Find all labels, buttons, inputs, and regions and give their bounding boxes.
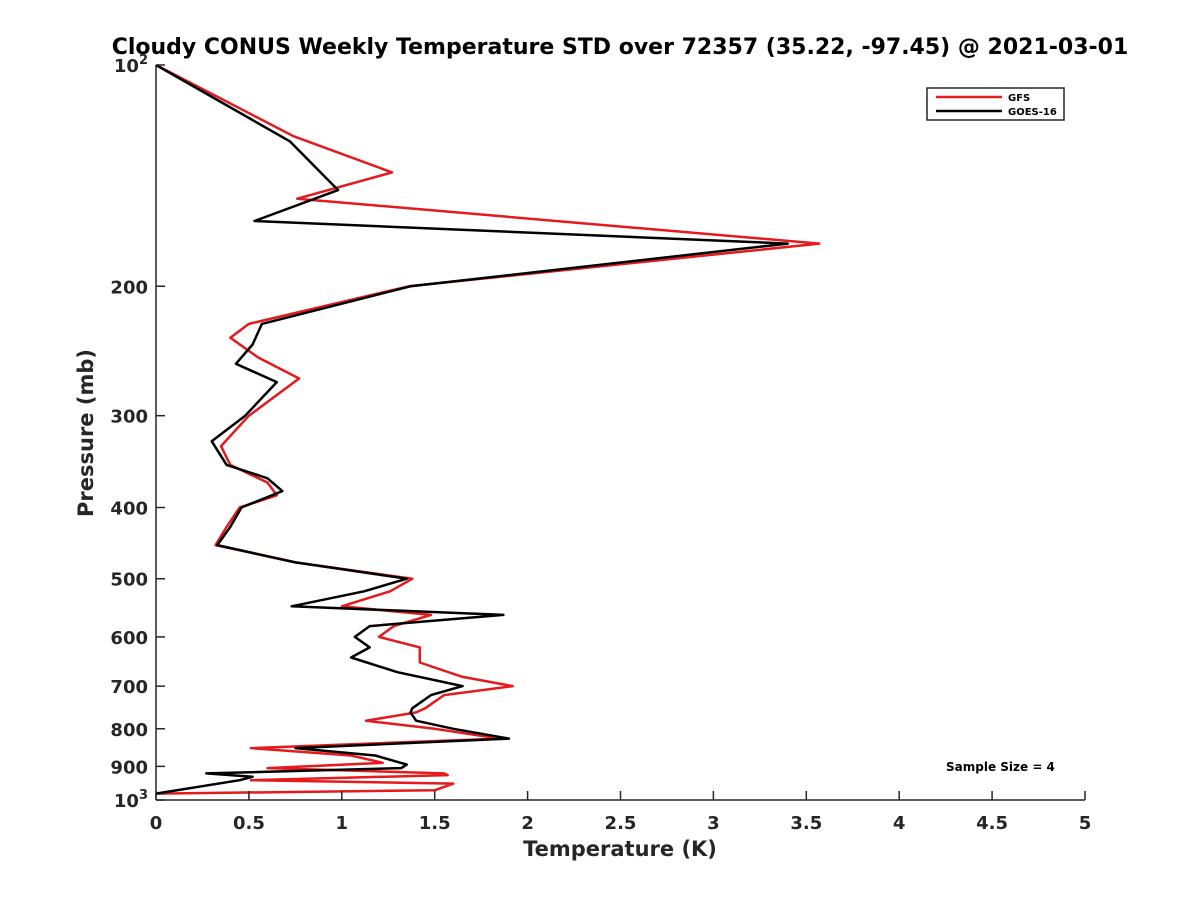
legend-box xyxy=(926,87,1065,121)
y-tick-label: 600 xyxy=(110,628,148,649)
y-tick-label: 500 xyxy=(110,570,148,591)
x-tick-label: 2.5 xyxy=(605,813,637,834)
x-tick-label: 4.5 xyxy=(976,813,1008,834)
chart-title: Cloudy CONUS Weekly Temperature STD over… xyxy=(112,35,1129,60)
x-tick-label: 5 xyxy=(1079,813,1092,834)
legend: GFS GOES-16 xyxy=(926,87,1065,121)
x-axis-ticks: 0 0.5 1 1.5 2 2.5 3 3.5 4 4.5 5 xyxy=(150,791,1092,834)
y-tick-label: 200 xyxy=(110,277,148,298)
x-tick-label: 0.5 xyxy=(233,813,265,834)
legend-label-goes16: GOES-16 xyxy=(1008,107,1057,118)
x-tick-label: 0 xyxy=(150,813,163,834)
legend-label-gfs: GFS xyxy=(1008,93,1030,104)
y-tick-label: 102 xyxy=(114,53,148,77)
y-tick-label: 300 xyxy=(110,407,148,428)
y-tick-label: 400 xyxy=(110,499,148,520)
x-tick-label: 2 xyxy=(521,813,534,834)
x-tick-label: 3 xyxy=(707,813,720,834)
x-tick-label: 1 xyxy=(336,813,349,834)
y-axis-ticks: 102 200 300 400 500 600 700 800 900 103 xyxy=(110,53,165,812)
x-tick-label: 4 xyxy=(893,813,906,834)
y-axis-label: Pressure (mb) xyxy=(74,349,98,517)
y-tick-label: 800 xyxy=(110,720,148,741)
y-tick-label: 900 xyxy=(110,757,148,778)
x-tick-label: 1.5 xyxy=(419,813,451,834)
x-tick-label: 3.5 xyxy=(790,813,822,834)
y-tick-label: 103 xyxy=(114,788,148,812)
series-line-goes16 xyxy=(155,63,789,795)
series-line-gfs xyxy=(155,63,821,795)
sample-size-annotation: Sample Size = 4 xyxy=(946,760,1055,774)
series-layer xyxy=(155,63,821,795)
plot-area: 0 0.5 1 1.5 2 2.5 3 3.5 4 4.5 5 102 200 300 400 500 600… xyxy=(110,53,1091,834)
x-axis-label: Temperature (K) xyxy=(523,837,717,861)
y-tick-label: 700 xyxy=(110,677,148,698)
